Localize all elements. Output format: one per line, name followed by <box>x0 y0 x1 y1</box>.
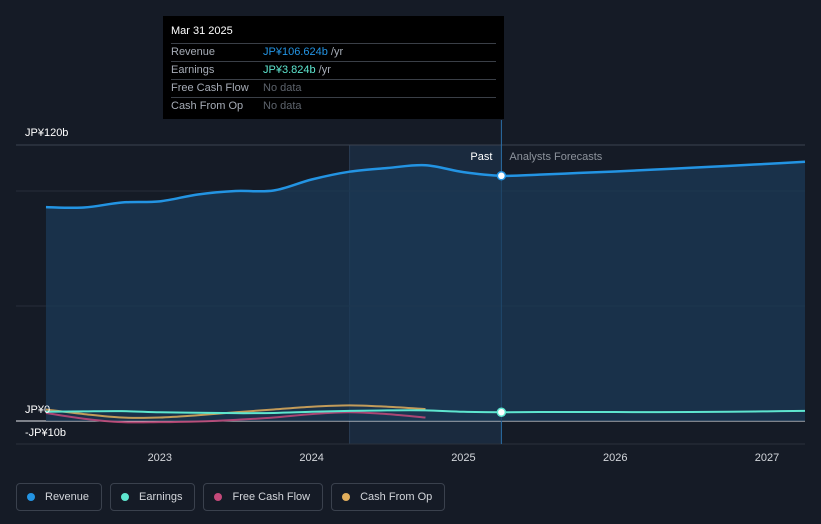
past-label: Past <box>470 151 492 163</box>
tooltip-unit: /yr <box>315 64 331 76</box>
tooltip-unit: /yr <box>327 46 344 58</box>
tooltip-value: JP¥3.824b <box>263 64 316 76</box>
tooltip-row-cash-from-op: Cash From Op No data <box>171 97 496 115</box>
tooltip-value: No data <box>263 82 302 94</box>
y-tick-label: JP¥0 <box>25 404 50 416</box>
legend-label: Revenue <box>45 491 90 503</box>
x-tick-label: 2025 <box>451 452 475 464</box>
tooltip-row-revenue: Revenue JP¥106.624b /yr <box>171 43 496 61</box>
revenue-series-line <box>45 160 806 210</box>
legend-dot-icon <box>121 493 130 501</box>
free-cash-flow-series-line <box>45 411 426 424</box>
legend-dot-icon <box>214 493 223 501</box>
data-tooltip: Mar 31 2025 Revenue JP¥106.624b /yr Earn… <box>163 16 504 119</box>
revenue-area <box>45 161 805 422</box>
tooltip-label: Cash From Op <box>171 100 244 112</box>
tooltip-date: Mar 31 2025 <box>171 25 233 37</box>
revenue-marker-point <box>496 171 507 181</box>
legend-item-free-cash-flow[interactable]: Free Cash Flow <box>203 483 324 511</box>
x-tick-label: 2026 <box>603 452 627 464</box>
tooltip-label: Earnings <box>171 64 215 76</box>
legend-item-revenue[interactable]: Revenue <box>16 483 103 511</box>
tooltip-label: Revenue <box>171 46 216 58</box>
y-tick-label: -JP¥10b <box>25 427 66 439</box>
tooltip-row-earnings: Earnings JP¥3.824b /yr <box>171 61 496 79</box>
legend-dot-icon <box>342 493 351 501</box>
y-tick-label: JP¥120b <box>25 127 68 139</box>
legend-item-cash-from-op[interactable]: Cash From Op <box>331 483 446 511</box>
legend-item-earnings[interactable]: Earnings <box>110 483 196 511</box>
x-tick-label: 2023 <box>148 452 172 464</box>
chart-legend: Revenue Earnings Free Cash Flow Cash Fro… <box>16 483 453 511</box>
earnings-series-line <box>45 409 806 415</box>
legend-label: Free Cash Flow <box>232 491 311 503</box>
earnings-marker-point <box>496 407 507 417</box>
legend-label: Earnings <box>139 491 183 503</box>
tooltip-value: No data <box>263 100 302 112</box>
legend-label: Cash From Op <box>360 491 433 503</box>
tooltip-row-free-cash-flow: Free Cash Flow No data <box>171 79 496 97</box>
x-tick-label: 2024 <box>299 452 323 464</box>
forecast-label: Analysts Forecasts <box>509 151 602 163</box>
tooltip-label: Free Cash Flow <box>171 82 249 94</box>
legend-dot-icon <box>27 493 35 501</box>
x-tick-label: 2027 <box>755 452 779 464</box>
tooltip-value: JP¥106.624b <box>263 46 328 58</box>
